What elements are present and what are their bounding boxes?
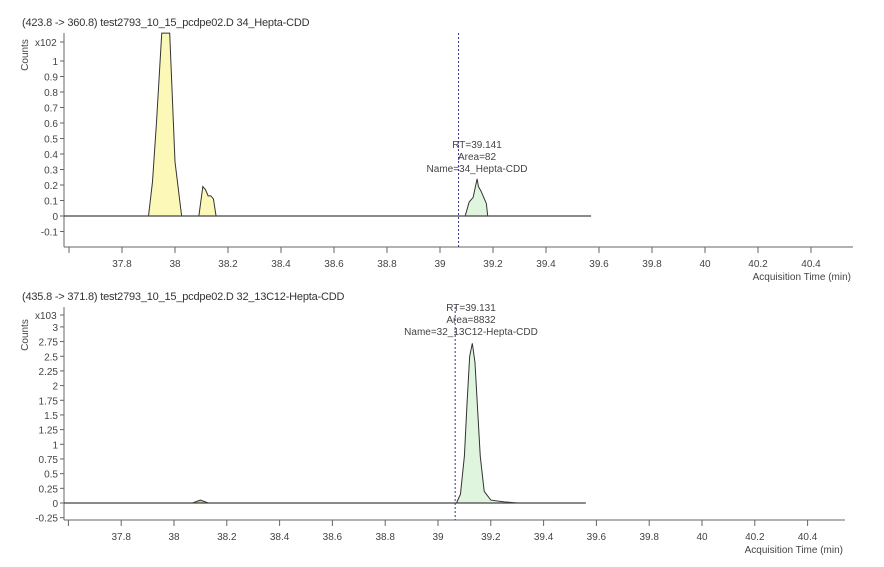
y-tick-label: 2.75 xyxy=(39,338,59,349)
y-axis-label: Counts xyxy=(20,39,31,71)
peak-annotation: Area=82 xyxy=(458,152,497,163)
y-tick-label: 2.25 xyxy=(39,367,59,378)
x-axis-label: Acquisition Time (min) xyxy=(753,272,851,283)
chart-title: (435.8 -> 371.8) test2793_10_15_pcdpe02.… xyxy=(22,291,345,303)
y-tick-label: 0 xyxy=(52,499,58,510)
chromatogram-peak xyxy=(147,32,183,217)
peak-annotation: RT=39.141 xyxy=(452,140,502,151)
x-tick-label: 38.6 xyxy=(324,259,344,270)
y-tick-label: 0.1 xyxy=(44,197,58,208)
x-tick-label: 38 xyxy=(168,532,180,543)
y-tick-label: -0.25 xyxy=(35,514,58,525)
x-tick-label: 38 xyxy=(169,259,181,270)
chart-panel-top: (423.8 -> 360.8) test2793_10_15_pcdpe02.… xyxy=(20,17,853,283)
x-tick-label: 38.4 xyxy=(270,532,290,543)
x-tick-label: 39.8 xyxy=(639,532,659,543)
y-tick-label: 1 xyxy=(52,57,58,68)
x-tick-label: 38.8 xyxy=(377,259,397,270)
x-tick-label: 38.4 xyxy=(271,259,291,270)
x-tick-label: 39.4 xyxy=(536,259,556,270)
peak-annotation: RT=39.131 xyxy=(446,303,496,314)
y-tick-label: 0.4 xyxy=(44,150,58,161)
chart-title: (423.8 -> 360.8) test2793_10_15_pcdpe02.… xyxy=(22,17,310,29)
y-tick-label: 2.5 xyxy=(44,352,58,363)
x-tick-label: 40.4 xyxy=(798,532,818,543)
x-tick-label: 40.2 xyxy=(745,532,765,543)
chromatogram-plot: 1 0.9 0.8 0.7 0.6 0.5 0.4 0.3 0.2 0.1 0 -0.1 x102 Cou… xyxy=(20,32,853,283)
x-tick-label: 40.2 xyxy=(748,259,768,270)
x-tick-label: 39.2 xyxy=(483,259,503,270)
y-tick-label: 0.5 xyxy=(44,135,58,146)
y-tick-label: 0.25 xyxy=(39,484,59,495)
x-tick-label: 38.6 xyxy=(323,532,343,543)
y-tick-label: 0.8 xyxy=(44,88,58,99)
y-tick-label: 0.2 xyxy=(44,181,58,192)
y-tick-label: 0.6 xyxy=(44,119,58,130)
y-tick-label: 0.9 xyxy=(44,73,58,84)
x-tick-label: 39.4 xyxy=(534,532,554,543)
x-tick-label: 38.2 xyxy=(217,532,237,543)
chromatogram-peak xyxy=(455,343,518,504)
x-tick-label: 39.6 xyxy=(589,259,609,270)
x-tick-label: 39.2 xyxy=(481,532,501,543)
x-axis-label: Acquisition Time (min) xyxy=(745,545,843,556)
y-tick-label: 0 xyxy=(52,212,58,223)
x-tick-label: 40.4 xyxy=(801,259,821,270)
x-tick-label: 39 xyxy=(434,259,446,270)
x-tick-label: 40 xyxy=(696,532,708,543)
y-tick-label: 1.75 xyxy=(39,396,59,407)
y-tick-label: 0.7 xyxy=(44,104,58,115)
y-tick-label: 1.25 xyxy=(39,426,59,437)
y-tick-label: 3 xyxy=(52,323,58,334)
y-axis-label: Counts xyxy=(20,319,31,351)
x-tick-label: 37.8 xyxy=(112,259,132,270)
x-tick-label: 37.8 xyxy=(111,532,131,543)
peak-annotation: Name=32_13C12-Hepta-CDD xyxy=(404,327,538,338)
peak-annotation: Name=34_Hepta-CDD xyxy=(427,164,528,175)
y-scale-label: x103 xyxy=(35,311,57,322)
y-tick-label: -0.1 xyxy=(41,228,59,239)
x-tick-label: 40 xyxy=(699,259,711,270)
y-scale-label: x102 xyxy=(35,38,57,49)
x-tick-label: 39.6 xyxy=(587,532,607,543)
y-tick-label: 1.5 xyxy=(44,411,58,422)
y-tick-label: 2 xyxy=(52,382,58,393)
y-tick-label: 0.5 xyxy=(44,470,58,481)
x-tick-label: 39 xyxy=(432,532,444,543)
x-tick-label: 39.8 xyxy=(642,259,662,270)
chromatogram-peak xyxy=(198,185,217,217)
y-tick-label: 0.3 xyxy=(44,166,58,177)
y-tick-label: 1 xyxy=(52,440,58,451)
chromatogram-peak xyxy=(464,178,489,217)
x-tick-label: 38.8 xyxy=(375,532,395,543)
peak-annotation: Area=8832 xyxy=(446,315,496,326)
y-tick-label: 0.75 xyxy=(39,455,59,466)
x-tick-label: 38.2 xyxy=(218,259,238,270)
